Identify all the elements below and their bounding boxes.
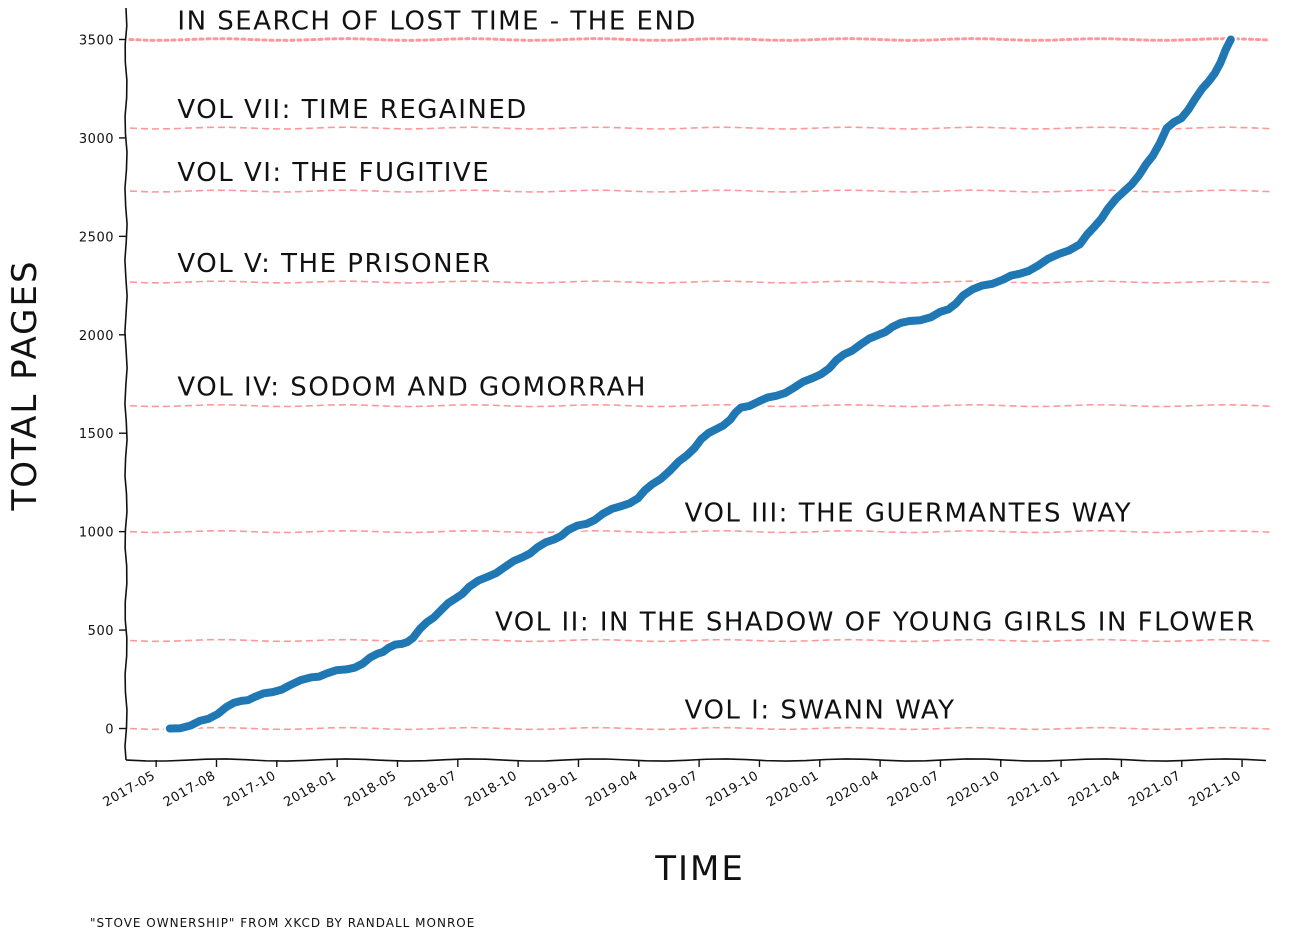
x-tick-label: 2018-07 (402, 768, 460, 810)
x-tick-label: 2021-10 (1186, 768, 1244, 810)
x-tick-label: 2020-10 (945, 768, 1003, 810)
reference-line (129, 638, 1271, 643)
x-tick-label: 2018-05 (342, 768, 400, 810)
reference-line (129, 280, 1271, 284)
x-tick-label: 2017-05 (101, 768, 159, 810)
y-axis-title: TOTAL PAGES (5, 259, 45, 511)
reference-line (129, 403, 1271, 408)
y-tick-label: 1500 (79, 427, 114, 442)
x-tick-label: 2019-10 (704, 768, 762, 810)
y-tick-label: 2000 (79, 329, 114, 344)
labels: VOL I: SWANN WAY VOL II: IN THE SHADOW OF… (177, 6, 1256, 726)
volume-label: VOL I: SWANN WAY (685, 696, 956, 726)
y-tick-label: 500 (88, 624, 114, 639)
volume-label: VOL IV: SODOM AND GOMORRAH (177, 373, 646, 403)
y-tick-label: 1000 (79, 526, 114, 541)
reference-line (128, 37, 1272, 42)
x-tick-label: 2021-07 (1126, 768, 1184, 810)
reference-line (129, 189, 1271, 193)
volume-label: VOL V: THE PRISONER (177, 249, 491, 279)
y-tick-label: 3000 (79, 132, 114, 147)
x-tick-label: 2020-07 (885, 768, 943, 810)
x-tick-label: 2018-01 (282, 768, 340, 810)
x-tick-label: 2019-04 (583, 768, 641, 810)
reference-lines (128, 37, 1272, 731)
volume-label: IN SEARCH OF LOST TIME - THE END (177, 6, 697, 36)
x-tick-label: 2018-10 (463, 768, 521, 810)
volume-label: VOL III: THE GUERMANTES WAY (685, 499, 1133, 529)
volume-label: VOL II: IN THE SHADOW OF YOUNG GIRLS IN … (495, 608, 1256, 638)
x-tick-label: 2017-08 (161, 768, 219, 810)
x-tick-label: 2021-01 (1006, 768, 1064, 810)
x-tick-label: 2017-10 (221, 768, 279, 810)
y-tick-label: 0 (105, 723, 114, 738)
x-axis-line (125, 758, 1267, 762)
x-tick-label: 2019-07 (644, 768, 702, 810)
reference-line (129, 726, 1271, 731)
reference-line (129, 126, 1271, 130)
reference-line (129, 529, 1271, 534)
x-axis-title: TIME (654, 849, 745, 889)
y-tick-label: 2500 (79, 230, 114, 245)
volume-label: VOL VI: THE FUGITIVE (177, 158, 490, 188)
volume-label: VOL VII: TIME REGAINED (177, 95, 527, 125)
series-group (163, 33, 1237, 735)
x-tick-label: 2020-04 (825, 768, 883, 810)
x-tick-label: 2019-01 (523, 768, 581, 810)
x-tick-label: 2020-01 (764, 768, 822, 810)
footnote-credit: "STOVE OWNERSHIP" FROM XKCD BY RANDALL M… (90, 916, 475, 930)
x-tick-label: 2021-04 (1066, 768, 1124, 810)
y-axis-line (124, 7, 128, 761)
y-tick-label: 3500 (79, 33, 114, 48)
